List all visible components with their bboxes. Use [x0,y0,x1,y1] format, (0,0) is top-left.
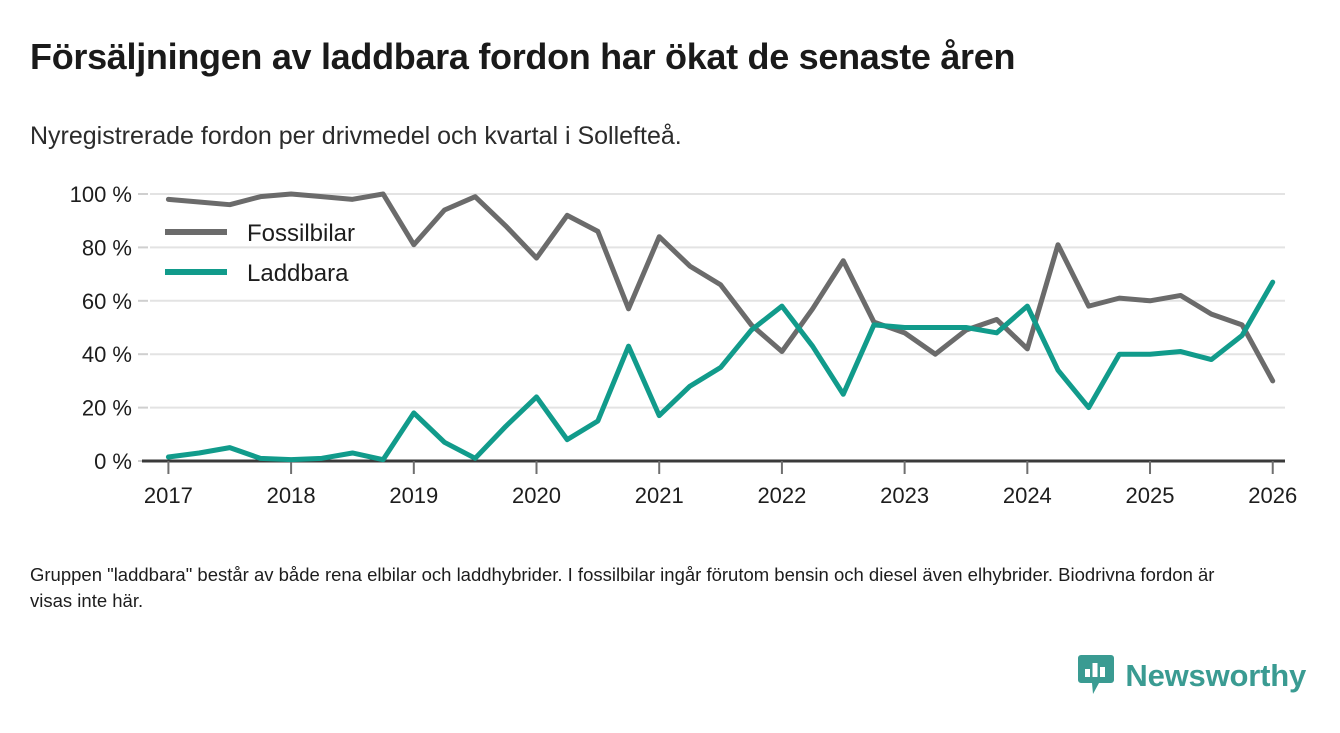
y-axis-tick-label: 80 % [82,235,132,260]
y-axis-tick-label: 0 % [94,449,132,474]
x-axis-tick-label: 2022 [757,483,806,508]
data-series-group [165,191,1276,463]
x-axis-tick-labels: 2017 2018 2019 2020 2021 2022 2023 2024 2025 2026 [144,461,1297,508]
legend-label-fossilbilar: Fossilbilar [247,220,355,247]
chart-container: 0 % 20 % 40 % 60 % 80 % 100 % 2017 2018 2019 202… [0,170,1340,520]
chart-legend: Fossilbilar Laddbara [165,220,355,287]
x-axis-tick-label: 2023 [880,483,929,508]
y-axis-tick-label: 60 % [82,289,132,314]
series-line-laddbara [165,279,1276,463]
y-axis-tick-labels: 0 % 20 % 40 % 60 % 80 % 100 % [70,182,148,474]
y-axis-tick-label: 100 % [70,182,132,207]
x-axis-tick-label: 2020 [512,483,561,508]
x-axis-tick-label: 2019 [389,483,438,508]
y-axis-tick-label: 40 % [82,342,132,367]
page-subtitle: Nyregistrerade fordon per drivmedel och … [30,122,682,150]
x-axis-tick-label: 2025 [1126,483,1175,508]
x-axis-tick-label: 2026 [1248,483,1297,508]
line-chart: 0 % 20 % 40 % 60 % 80 % 100 % 2017 2018 2019 202… [70,182,1298,508]
chart-footnote: Gruppen "laddbara" består av både rena e… [30,564,1215,611]
page-title: Försäljningen av laddbara fordon har öka… [30,36,1016,77]
series-line-fossilbilar [165,191,1276,384]
x-axis-tick-label: 2018 [267,483,316,508]
y-axis-tick-label: 20 % [82,396,132,421]
legend-label-laddbara: Laddbara [247,260,349,287]
newsworthy-logo: Newsworthy [1077,653,1306,697]
logo-wordmark: Newsworthy [1125,657,1306,693]
bar-chart-pin-icon [1078,655,1115,694]
x-axis-tick-label: 2017 [144,483,193,508]
x-axis-tick-label: 2024 [1003,483,1052,508]
grid-lines [150,193,1285,409]
x-axis-tick-label: 2021 [635,483,684,508]
